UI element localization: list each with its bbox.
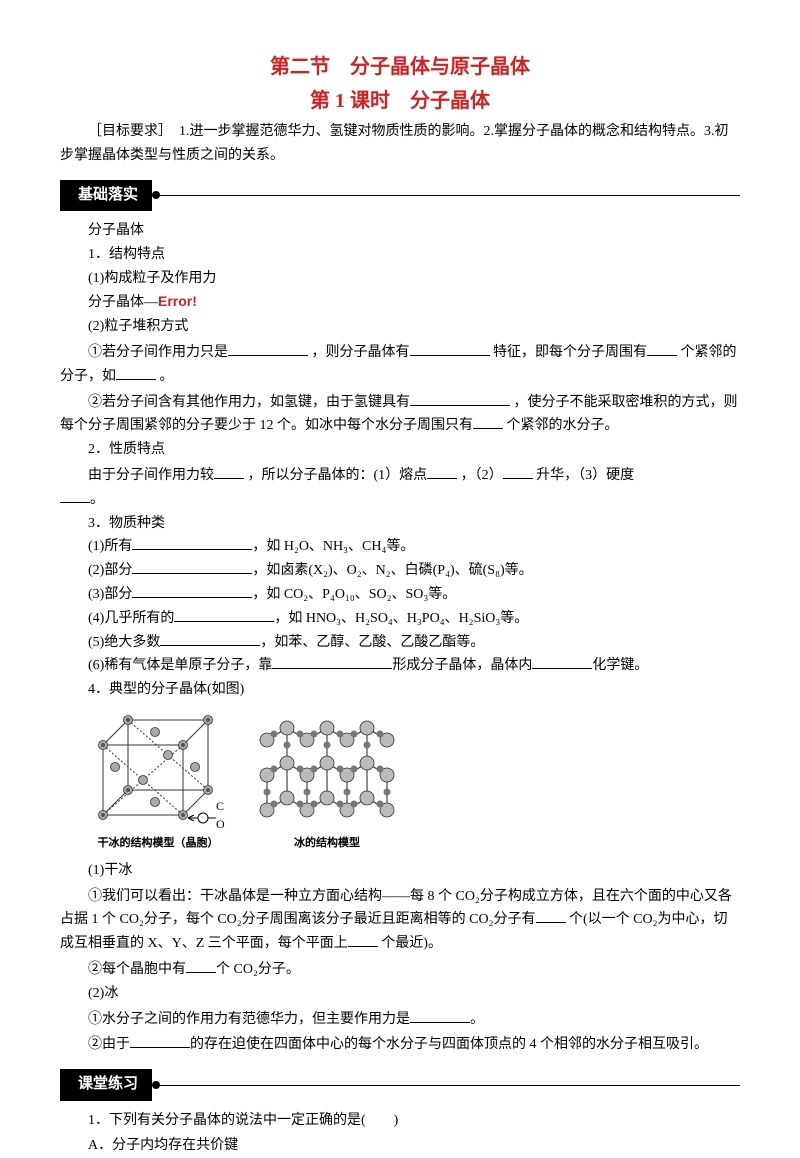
question-1-option-a: A．分子内均存在共价键 (60, 1134, 740, 1158)
section-practice-tab: 课堂练习 (60, 1069, 152, 1101)
blank[interactable] (410, 342, 490, 356)
figure-row: C O 干冰的结构模型（晶胞） (60, 710, 740, 853)
blank[interactable] (186, 959, 216, 973)
text-para: ①我们可以看出：干冰晶体是一种立方面心结构——每 8 个 CO₂分子构成立方体，… (60, 885, 740, 956)
figure-ice: 冰的结构模型 (252, 710, 402, 853)
text-para: 。 (60, 488, 740, 512)
blank[interactable] (116, 366, 156, 380)
text-line: 1．结构特点 (88, 243, 740, 267)
blank[interactable] (473, 415, 503, 429)
svg-text:C: C (216, 799, 224, 813)
text-line: 4．典型的分子晶体(如图) (88, 678, 740, 702)
blank[interactable] (427, 465, 457, 479)
text-line: 分子晶体 (88, 219, 740, 243)
section-practice-header: 课堂练习 (60, 1069, 740, 1101)
blank[interactable] (132, 560, 252, 574)
text-para: 由于分子间作用力较 ，所以分子晶体的：(1）熔点 ，（2） 升华，（3）硬度 (60, 464, 740, 488)
text-line: 3．物质种类 (88, 512, 740, 536)
blank[interactable] (503, 465, 533, 479)
text-line: 分子晶体—Error! (88, 290, 740, 315)
blank[interactable] (410, 392, 510, 406)
section-title: 第二节 分子晶体与原子晶体 (60, 50, 740, 84)
text-para: ②若分子间含有其他作用力，如氢键，由于氢键具有 ，使分子不能采取密堆积的方式，则… (60, 391, 740, 439)
blank[interactable] (228, 342, 308, 356)
section-basic-header: 基础落实 (60, 180, 740, 212)
text-line: 2．性质特点 (88, 438, 740, 462)
blank[interactable] (348, 933, 378, 947)
blank[interactable] (174, 608, 274, 622)
blank[interactable] (132, 584, 252, 598)
blank[interactable] (272, 655, 392, 669)
blank[interactable] (410, 1009, 470, 1023)
blank[interactable] (536, 909, 566, 923)
text-line: (1)构成粒子及作用力 (88, 267, 740, 291)
lesson-title: 第 1 课时 分子晶体 (60, 84, 740, 118)
text-para: ②由于的存在迫使在四面体中心的每个水分子与四面体顶点的 4 个相邻的水分子相互吸… (60, 1033, 740, 1057)
text-line: (2)粒子堆积方式 (88, 315, 740, 339)
section-basic-tab: 基础落实 (60, 180, 152, 212)
error-text: Error! (158, 293, 197, 309)
text-line: (6)稀有气体是单原子分子，靠形成分子晶体，晶体内化学键。 (88, 654, 740, 678)
text-line: (1)干冰 (88, 859, 740, 883)
figure-caption: 冰的结构模型 (252, 834, 402, 853)
question-1: 1．下列有关分子晶体的说法中一定正确的是( ) (60, 1109, 740, 1133)
blank[interactable] (532, 655, 592, 669)
text-para: ①若分子间作用力只是 ，则分子晶体有 特征，即每个分子周围有 个紧邻的分子，如 … (60, 341, 740, 389)
objective-text: ［目标要求］ 1.进一步掌握范德华力、氢键对物质性质的影响。2.掌握分子晶体的概… (60, 120, 740, 168)
text-line: (2)部分，如卤素(X₂)、O₂、N₂、白磷(P₄)、硫(S₈)等。 (88, 559, 740, 583)
blank[interactable] (60, 489, 90, 503)
text-para: ①水分子之间的作用力有范德华力，但主要作用力是。 (60, 1008, 740, 1032)
text-line: (2)冰 (88, 982, 740, 1006)
blank[interactable] (130, 1034, 190, 1048)
blank[interactable] (132, 536, 252, 550)
text-line: (3)部分，如 CO₂、P₄O₁₀、SO₂、SO₃等。 (88, 583, 740, 607)
text-line: (1)所有，如 H₂O、NH₃、CH₄等。 (88, 535, 740, 559)
text-line: (4)几乎所有的，如 HNO₃、H₂SO₄、H₃PO₄、H₂SiO₃等。 (88, 607, 740, 631)
blank[interactable] (160, 632, 260, 646)
text-para: ②每个晶胞中有个 CO₂分子。 (60, 958, 740, 982)
blank[interactable] (647, 342, 677, 356)
figure-caption: 干冰的结构模型（晶胞） (88, 834, 228, 853)
text-line: (5)绝大多数，如苯、乙醇、乙酸、乙酸乙酯等。 (88, 631, 740, 655)
blank[interactable] (214, 465, 244, 479)
svg-text:O: O (216, 817, 225, 830)
figure-dry-ice: C O 干冰的结构模型（晶胞） (88, 710, 228, 853)
